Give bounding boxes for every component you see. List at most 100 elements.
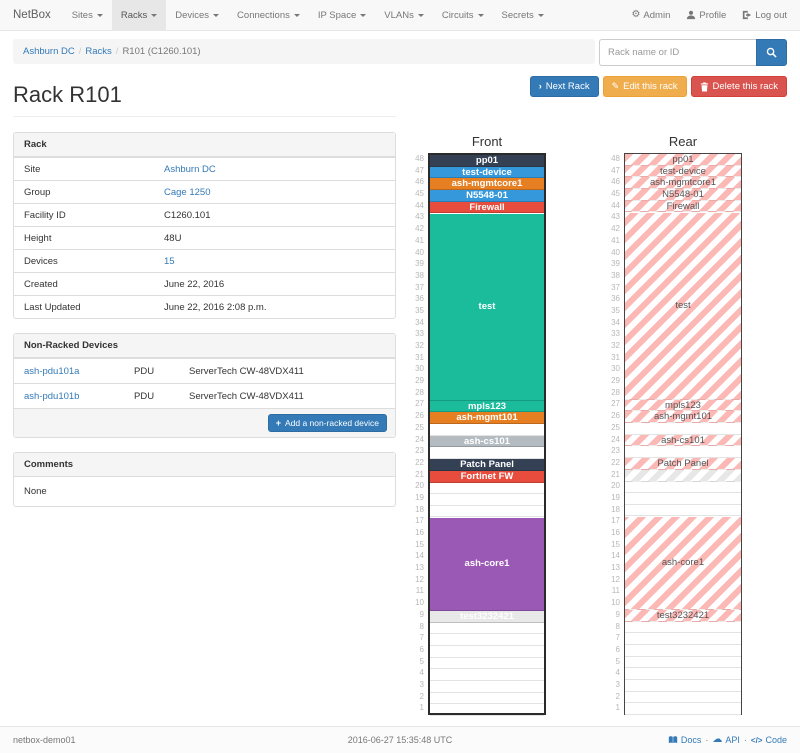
breadcrumb-site[interactable]: Ashburn DC: [23, 46, 75, 57]
device-ash-cs101[interactable]: ash-cs101: [625, 434, 741, 447]
breadcrumb: Ashburn DC / Racks / R101 (C1260.101): [13, 39, 595, 64]
code-link[interactable]: </> Code: [751, 735, 787, 745]
unit-number: 14: [611, 551, 620, 561]
device-ash-mgmtcore1[interactable]: ash-mgmtcore1: [430, 178, 544, 191]
unit-number: 10: [611, 598, 620, 608]
docs-link[interactable]: Docs: [668, 735, 701, 745]
unit-number: 44: [415, 200, 424, 210]
rack-unit: [625, 633, 741, 645]
rack-unit: [625, 668, 741, 680]
group-link[interactable]: Cage 1250: [164, 186, 211, 198]
device-ash-core1[interactable]: ash-core1: [625, 516, 741, 611]
nonracked-panel-footer: + Add a non-racked device: [14, 408, 395, 437]
nav-item-sites[interactable]: Sites: [63, 0, 112, 31]
device-mpls123[interactable]: mpls123: [430, 400, 544, 413]
device-ash-mgmtcore1[interactable]: ash-mgmtcore1: [625, 177, 741, 190]
rack-unit: [430, 482, 544, 494]
nav-item-connections[interactable]: Connections: [228, 0, 309, 31]
device-patch-panel[interactable]: Patch Panel: [430, 459, 544, 471]
nav-profile[interactable]: Profile: [686, 10, 726, 21]
breadcrumb-separator: /: [78, 46, 82, 57]
delete-rack-button[interactable]: Delete this rack: [690, 76, 787, 97]
brand-link[interactable]: NetBox: [13, 9, 51, 21]
device-patch-panel[interactable]: Patch Panel: [625, 458, 741, 470]
nav-item-ip-space[interactable]: IP Space: [309, 0, 375, 31]
device-ash-mgmt101[interactable]: ash-mgmt101: [625, 411, 741, 424]
device-firewall[interactable]: Firewall: [625, 200, 741, 213]
rack-unit: [430, 646, 544, 658]
unit-number: 6: [419, 644, 424, 654]
nav-item-devices[interactable]: Devices: [166, 0, 228, 31]
device-test3232421[interactable]: test3232421: [430, 611, 544, 623]
unit-number: 38: [415, 270, 424, 280]
book-icon: [668, 736, 678, 744]
api-link[interactable]: ☁ API: [712, 735, 740, 746]
device-ash-mgmt101[interactable]: ash-mgmt101: [430, 412, 544, 425]
nav-item-secrets[interactable]: Secrets: [493, 0, 553, 31]
unit-number: 16: [415, 528, 424, 537]
device-pp01[interactable]: pp01: [625, 154, 741, 166]
unit-number: 48: [611, 154, 620, 163]
next-rack-label: Next Rack: [545, 81, 590, 92]
pencil-icon: ✎: [611, 81, 620, 91]
device-link[interactable]: ash-pdu101b: [24, 390, 80, 402]
breadcrumb-racks[interactable]: Racks: [85, 46, 112, 57]
search-input[interactable]: [599, 39, 756, 66]
unit-number: 31: [415, 352, 424, 362]
unit-number: 28: [611, 387, 620, 397]
unit-number: 24: [611, 434, 620, 444]
rack-unit: [430, 424, 544, 436]
device-fortinet-fw[interactable]: [625, 469, 741, 482]
unit-number: 28: [415, 387, 424, 397]
nav-item-racks[interactable]: Racks: [111, 0, 167, 31]
search-button[interactable]: [756, 39, 787, 66]
edit-rack-button[interactable]: ✎ Edit this rack: [602, 76, 687, 97]
device-n5548-01[interactable]: N5548-01: [430, 190, 544, 202]
search-icon: [766, 47, 777, 58]
attr-label: Created: [24, 278, 58, 290]
nav-item-label: Secrets: [501, 10, 534, 21]
rack-unit: [625, 423, 741, 435]
attr-row-group: Group Cage 1250: [14, 180, 395, 203]
device-ash-cs101[interactable]: ash-cs101: [430, 435, 544, 448]
device-test3232421[interactable]: test3232421: [625, 610, 741, 622]
device-pp01[interactable]: pp01: [430, 155, 544, 167]
next-rack-button[interactable]: › Next Rack: [529, 76, 599, 97]
device-firewall[interactable]: Firewall: [430, 201, 544, 214]
attr-label: Facility ID: [24, 209, 66, 221]
device-test-device[interactable]: test-device: [625, 165, 741, 178]
nav-item-label: Devices: [175, 10, 210, 21]
device-ash-core1[interactable]: ash-core1: [430, 517, 544, 612]
code-label: Code: [765, 735, 787, 745]
nav-admin[interactable]: ⚙ Admin: [631, 10, 670, 21]
device-link[interactable]: ash-pdu101a: [24, 365, 80, 377]
unit-number: 15: [415, 539, 424, 549]
device-test[interactable]: test: [430, 213, 544, 401]
comments-panel: Comments None: [13, 452, 396, 507]
device-n5548-01[interactable]: N5548-01: [625, 189, 741, 201]
unit-number: 23: [415, 446, 424, 456]
unit-number: 26: [611, 411, 620, 421]
unit-number: 15: [611, 539, 620, 549]
site-link[interactable]: Ashburn DC: [164, 163, 216, 175]
rack-unit: [430, 693, 544, 705]
nav-item-circuits[interactable]: Circuits: [433, 0, 493, 31]
unit-number: 2: [615, 691, 620, 701]
unit-number: 46: [611, 177, 620, 187]
nav-admin-label: Admin: [643, 9, 671, 21]
device-fortinet-fw[interactable]: Fortinet FW: [430, 470, 544, 483]
nav-item-vlans[interactable]: VLANs: [375, 0, 433, 31]
devices-count-link[interactable]: 15: [164, 255, 175, 267]
unit-number: 20: [611, 481, 620, 491]
front-rack: pp01 test-device ash-mgmtcore1 N5548-01 Fire…: [428, 153, 546, 716]
device-test-device[interactable]: test-device: [430, 166, 544, 179]
nav-item-label: Racks: [120, 10, 148, 21]
nav-logout[interactable]: Log out: [742, 10, 787, 21]
add-nonracked-device-button[interactable]: + Add a non-racked device: [267, 414, 387, 432]
unit-number: 40: [611, 247, 620, 257]
device-test[interactable]: test: [625, 212, 741, 400]
comments-panel-title: Comments: [14, 453, 395, 477]
attr-row-devices: Devices 15: [14, 249, 395, 272]
unit-number: 6: [615, 644, 620, 654]
device-mpls123[interactable]: mpls123: [625, 399, 741, 412]
